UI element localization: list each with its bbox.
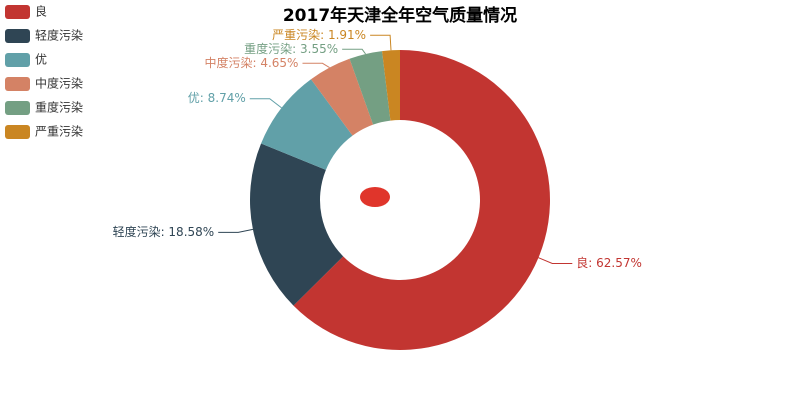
legend-label: 严重污染	[35, 124, 83, 139]
data-label: 轻度污染: 18.58%	[113, 224, 215, 239]
legend-swatch	[5, 29, 30, 43]
legend-swatch	[5, 5, 30, 19]
data-label: 良: 62.57%	[576, 255, 642, 270]
pie-slice	[250, 143, 344, 306]
pie-slice	[310, 58, 374, 136]
data-label: 优: 8.74%	[188, 91, 246, 105]
legend-label: 优	[35, 53, 47, 67]
pie-slice	[349, 51, 391, 125]
chart-title: 2017年天津全年空气质量情况	[283, 5, 517, 26]
data-label: 严重污染: 1.91%	[272, 27, 366, 42]
pie-slice	[261, 79, 353, 170]
leader-line	[370, 34, 392, 51]
legend-swatch	[5, 77, 30, 91]
legend-label: 重度污染	[35, 100, 83, 115]
pie-slice	[382, 50, 400, 121]
data-label: 中度污染: 4.65%	[204, 55, 298, 70]
legend-swatch	[5, 101, 30, 115]
legend-label: 良	[35, 4, 47, 19]
legend-label: 轻度污染	[35, 28, 83, 43]
leader-line	[302, 62, 330, 69]
pie-slice	[293, 50, 551, 351]
leader-line	[218, 228, 254, 233]
leader-line	[342, 48, 366, 55]
leader-line	[249, 98, 282, 109]
watermark-logo-bg	[360, 187, 390, 207]
legend-label: 中度污染	[35, 76, 83, 91]
legend-swatch	[5, 125, 30, 139]
legend-swatch	[5, 53, 30, 67]
leader-line	[538, 257, 573, 264]
data-label: 重度污染: 3.55%	[244, 41, 338, 56]
